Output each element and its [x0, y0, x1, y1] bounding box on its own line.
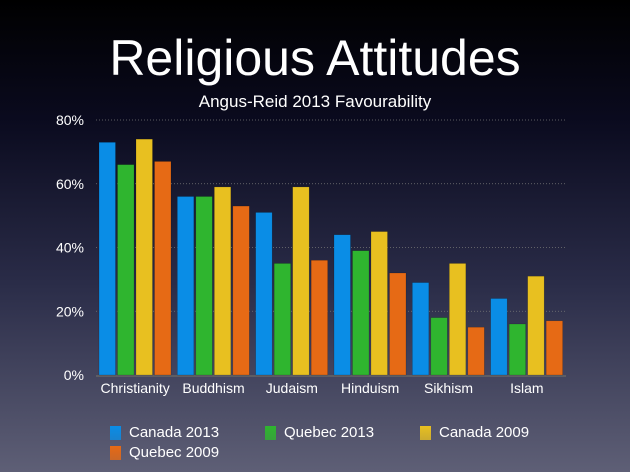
x-tick-label: Islam	[510, 380, 543, 396]
bar-canada-2009	[370, 231, 388, 376]
legend-label: Quebec 2013	[284, 424, 375, 441]
y-tick-label: 40%	[56, 240, 84, 256]
bar-quebec-2013	[117, 164, 135, 376]
chart-subtitle: Angus-Reid 2013 Favourability	[198, 92, 432, 111]
legend-swatch	[265, 425, 276, 440]
legend-item: Canada 2009	[420, 424, 529, 441]
bar-quebec-2009	[389, 272, 407, 376]
legend-swatch	[110, 445, 121, 460]
bar-canada-2013	[255, 212, 273, 376]
legend-label: Canada 2009	[439, 424, 530, 441]
y-tick-label: 80%	[56, 112, 84, 128]
bar-quebec-2013	[508, 323, 526, 376]
bar-quebec-2013	[430, 317, 448, 376]
bar-canada-2013	[490, 298, 508, 376]
legend-item: Quebec 2013	[265, 424, 374, 441]
bar-quebec-2009	[310, 260, 328, 376]
x-tick-label: Buddhism	[182, 380, 244, 396]
bar-canada-2009	[449, 263, 467, 376]
chart-title: Religious Attitudes	[109, 30, 521, 86]
y-tick-label: 60%	[56, 176, 84, 192]
bar-canada-2009	[214, 186, 232, 376]
legend-swatch	[110, 425, 121, 440]
legend-item: Canada 2013	[110, 424, 219, 441]
bar-quebec-2009	[232, 205, 250, 376]
bar-canada-2013	[177, 196, 195, 376]
bar-quebec-2009	[467, 326, 485, 376]
legend-label: Quebec 2009	[129, 444, 220, 461]
bar-canada-2009	[527, 275, 545, 376]
bar-canada-2013	[333, 234, 351, 376]
legend-item: Quebec 2009	[110, 444, 219, 461]
x-tick-label: Hinduism	[341, 380, 399, 396]
x-tick-label: Sikhism	[424, 380, 473, 396]
bar-canada-2013	[98, 142, 116, 376]
x-tick-label: Judaism	[266, 380, 318, 396]
legend-label: Canada 2013	[129, 424, 220, 441]
x-tick-label: Christianity	[101, 380, 170, 396]
bar-canada-2009	[292, 186, 310, 376]
bar-quebec-2013	[273, 263, 291, 376]
bar-canada-2009	[135, 138, 153, 376]
bar-quebec-2013	[195, 196, 213, 376]
bar-quebec-2009	[545, 320, 563, 376]
bar-quebec-2009	[154, 161, 172, 376]
y-tick-label: 0%	[64, 367, 84, 383]
bar-canada-2013	[412, 282, 430, 376]
legend-swatch	[420, 425, 431, 440]
y-tick-label: 20%	[56, 303, 84, 319]
bar-quebec-2013	[352, 250, 370, 376]
